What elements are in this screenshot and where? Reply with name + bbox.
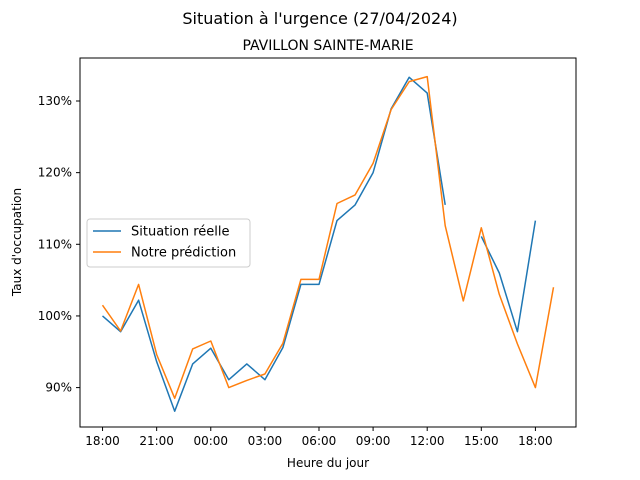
series-layer [101, 75, 555, 412]
y-tick-label: 130% [38, 94, 72, 108]
y-tick-label: 90% [45, 381, 72, 395]
x-tick-label: 00:00 [193, 434, 228, 448]
series-line-1 [101, 75, 555, 400]
y-axis-label: Taux d'occupation [10, 188, 24, 297]
y-tick-label: 120% [38, 166, 72, 180]
legend: Situation réelle Notre prédiction [86, 218, 251, 268]
chart-subtitle: PAVILLON SAINTE-MARIE [242, 38, 413, 54]
y-tick-label: 100% [38, 309, 72, 323]
x-axis: 18:00 21:00 00:00 03:00 06:00 09:00 12:00 15:00… [85, 427, 553, 448]
x-tick-label: 18:00 [85, 434, 120, 448]
x-tick-label: 09:00 [356, 434, 391, 448]
x-tick-label: 12:00 [410, 434, 445, 448]
legend-label-0: Situation réelle [131, 225, 229, 240]
legend-box [86, 218, 251, 268]
legend-label-1: Notre prédiction [131, 246, 236, 261]
chart-title: Situation à l'urgence (27/04/2024) [182, 9, 457, 28]
x-axis-label: Heure du jour [287, 456, 369, 470]
y-tick-label: 110% [38, 237, 72, 251]
x-tick-label: 03:00 [248, 434, 283, 448]
plot-frame [79, 57, 577, 428]
y-axis: 90% 100% 110% 120% 130% [38, 94, 80, 395]
x-tick-label: 18:00 [518, 434, 553, 448]
x-tick-label: 15:00 [464, 434, 499, 448]
x-tick-label: 21:00 [139, 434, 174, 448]
x-tick-label: 06:00 [302, 434, 337, 448]
